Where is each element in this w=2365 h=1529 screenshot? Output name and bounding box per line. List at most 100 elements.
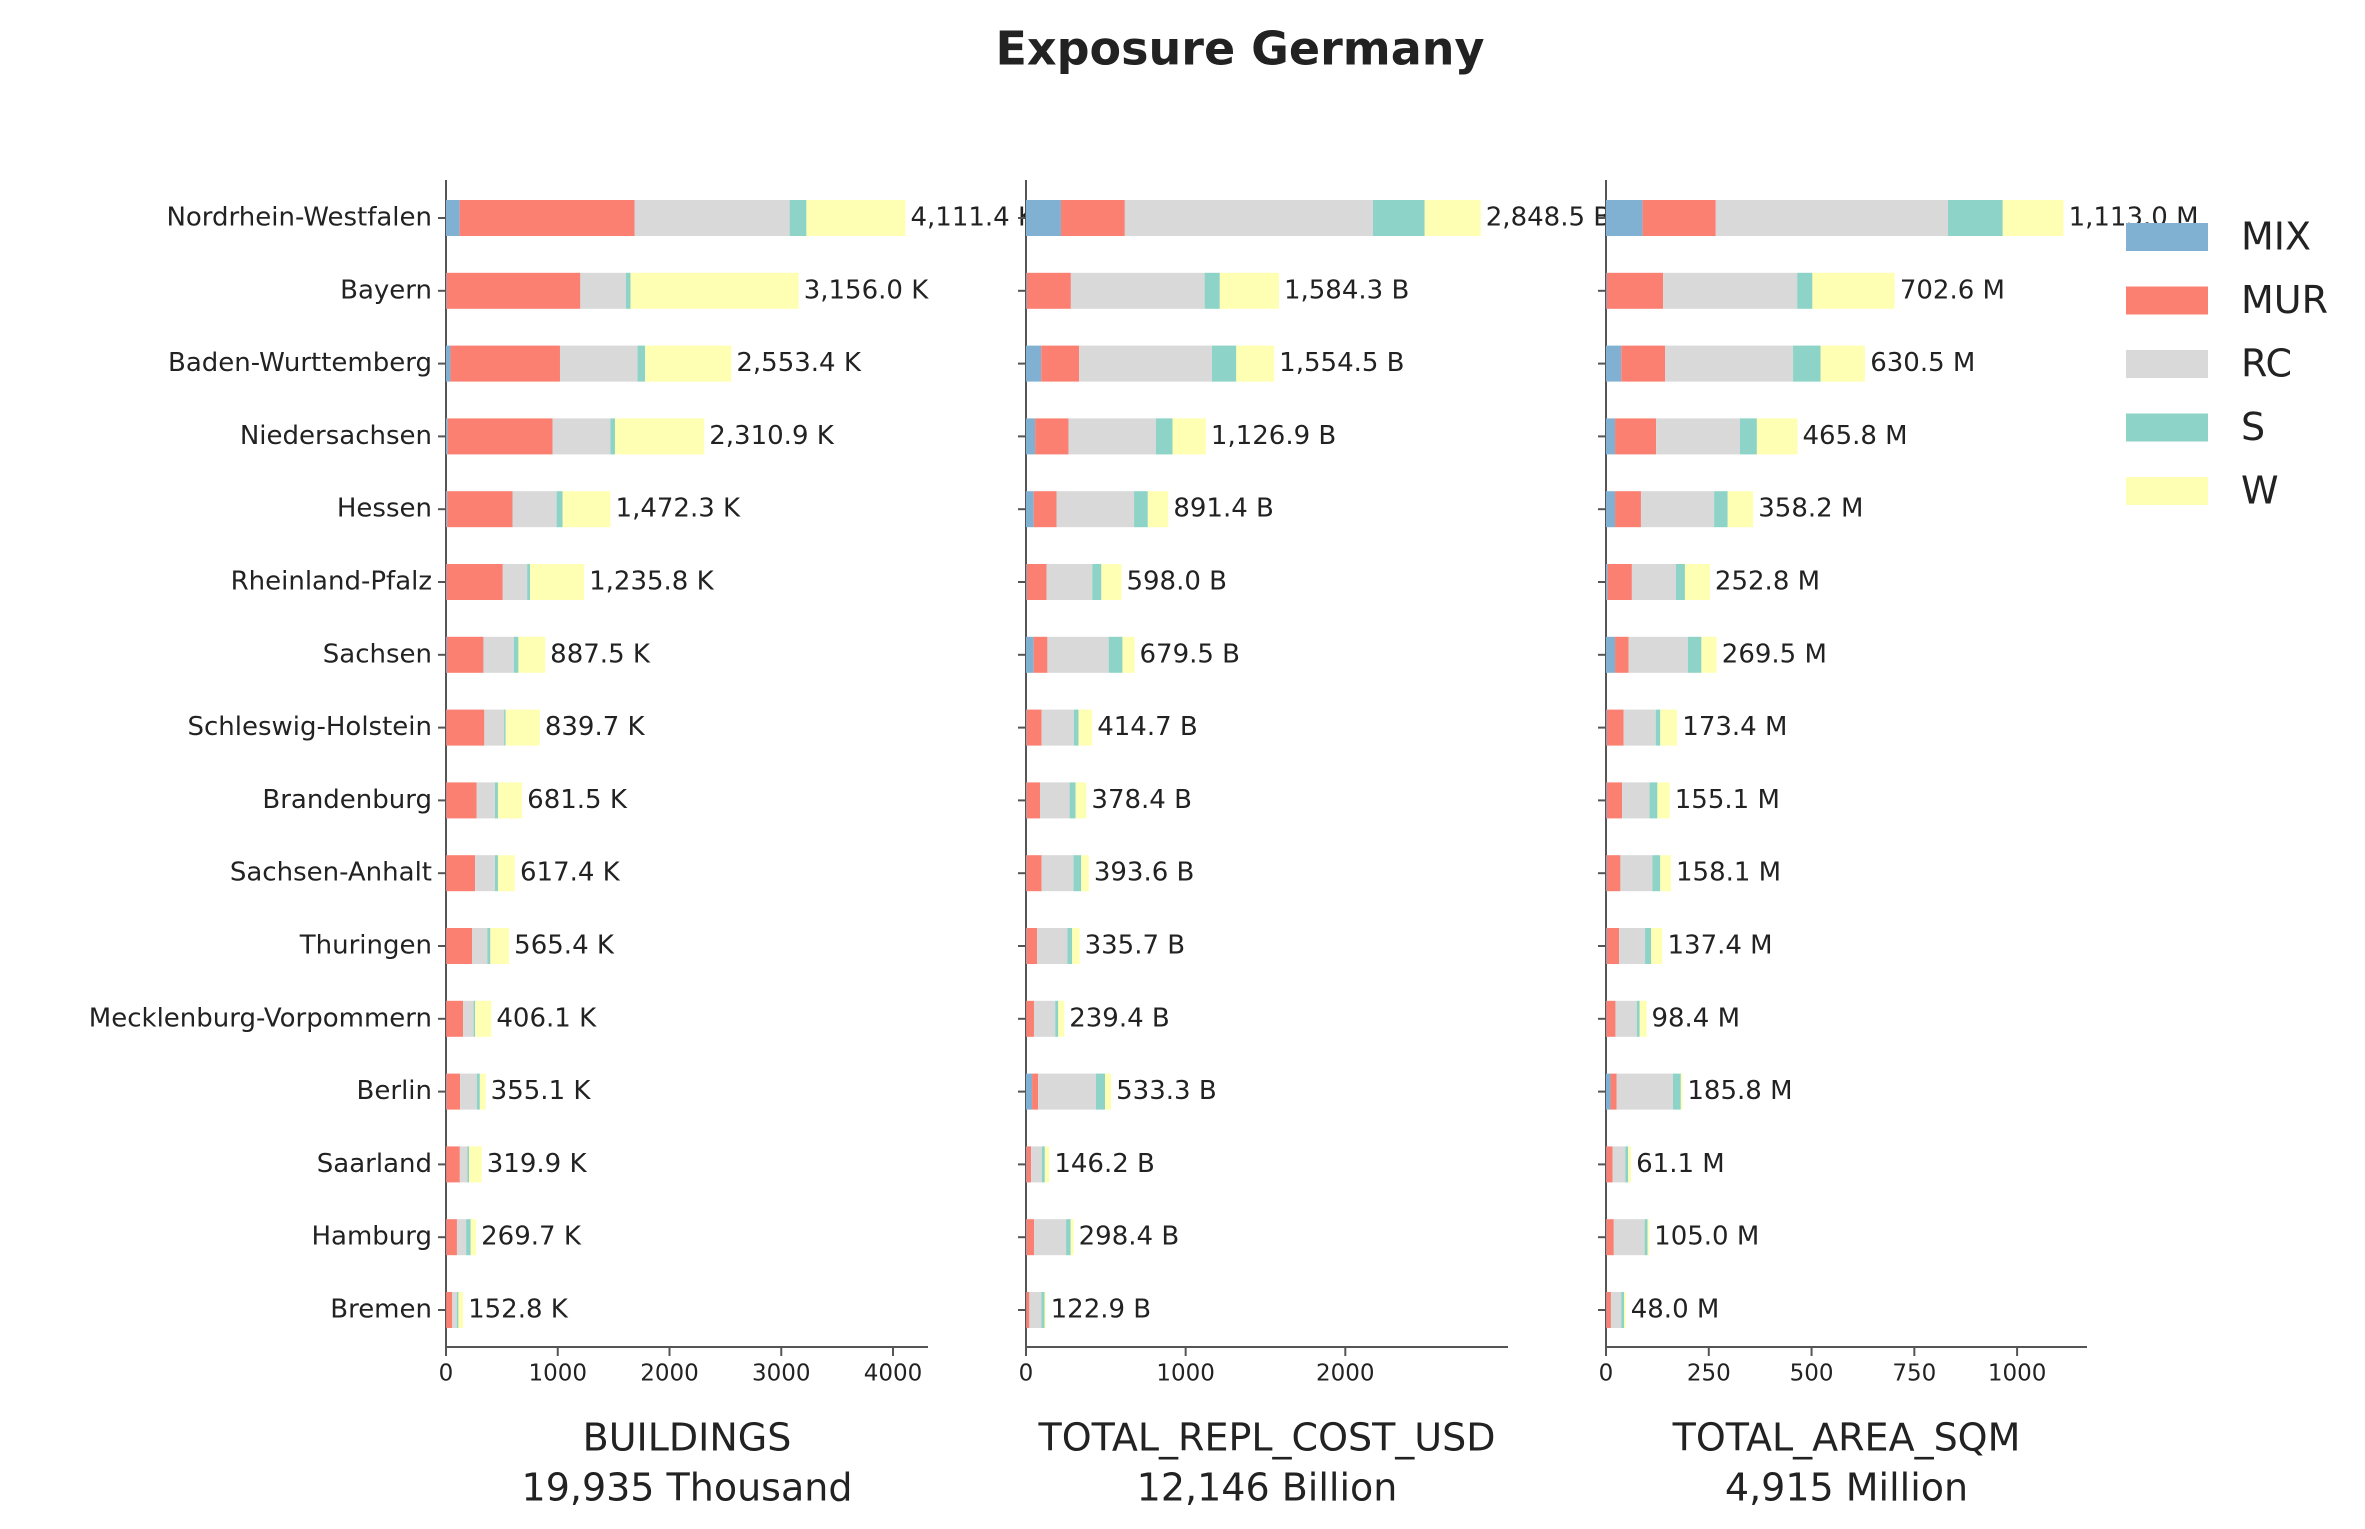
bar-segment [446, 855, 476, 892]
bar-segment [1031, 1146, 1042, 1183]
bar-segment [1715, 200, 1949, 236]
bar-segment [1610, 1292, 1622, 1328]
value-label: 122.9 B [1051, 1295, 1152, 1325]
bar-segment [1047, 636, 1109, 673]
bar-segment [446, 272, 581, 309]
bar-segment [1665, 345, 1794, 382]
bar-segment [1656, 418, 1741, 455]
bar-segment [1663, 272, 1798, 309]
bar-segment [1606, 272, 1607, 309]
bar-segment [789, 200, 807, 236]
bar-segment [1631, 564, 1676, 600]
bar-segment [1092, 564, 1102, 600]
bar-segment [1026, 272, 1071, 309]
bar-segment [446, 200, 460, 236]
bar-segment [1642, 200, 1716, 236]
bar-segment [1606, 855, 1607, 892]
bar-segment [1155, 418, 1173, 455]
bar-segment [1069, 782, 1076, 819]
bar-segment [1607, 564, 1632, 600]
bar-segment [1067, 928, 1073, 964]
bar-segment [1625, 1146, 1629, 1183]
bar-segment [1372, 200, 1425, 236]
bar-segment [1211, 345, 1237, 382]
bar-segment [1615, 418, 1657, 455]
bar-segment [502, 564, 528, 600]
bar-segment [1079, 345, 1212, 382]
bar-segment [1105, 1073, 1112, 1110]
bar-segment [1101, 564, 1122, 600]
bar-segment [1812, 272, 1895, 309]
bar-segment [1172, 418, 1206, 455]
bar-segment [552, 418, 611, 455]
legend-swatch [2126, 350, 2208, 378]
value-label: 839.7 K [545, 712, 646, 742]
bar-segment [1651, 928, 1663, 964]
bar-segment [2002, 200, 2064, 236]
bar-segment [1040, 782, 1070, 819]
bar-segment [1026, 491, 1034, 528]
bar-segment [1628, 1146, 1632, 1183]
bar-segment [527, 564, 531, 600]
bar-segment [1606, 636, 1616, 673]
value-label: 414.7 B [1097, 712, 1198, 742]
bar-segment [1647, 1219, 1650, 1256]
value-label: 319.9 K [487, 1149, 588, 1179]
value-label: 393.6 B [1094, 858, 1195, 888]
y-tick-label: Berlin [357, 1076, 432, 1106]
bar-segment [1122, 636, 1135, 673]
bar-segment [1675, 564, 1685, 600]
bar-segment [559, 345, 638, 382]
bar-segment [1066, 1219, 1071, 1256]
y-tick-label: Nordrhein-Westfalen [166, 203, 432, 233]
value-label: 406.1 K [496, 1003, 597, 1033]
bar-segment [446, 636, 484, 673]
value-label: 4,111.4 K [910, 203, 1036, 233]
bar-segment [1073, 709, 1079, 746]
x-tick-label: 250 [1687, 1361, 1731, 1387]
bar-segment [1615, 491, 1641, 528]
bar-segment [1606, 1219, 1614, 1256]
value-label: 61.1 M [1636, 1149, 1725, 1179]
bar-segment [505, 709, 540, 746]
value-label: 252.8 M [1715, 567, 1820, 597]
value-label: 239.4 B [1069, 1003, 1170, 1033]
bar-segment [1606, 928, 1607, 964]
value-label: 1,584.3 B [1284, 275, 1409, 305]
y-tick-label: Mecklenburg-Vorpommern [89, 1003, 432, 1033]
bar-segment [513, 636, 519, 673]
bar-segment [1606, 782, 1623, 819]
bar-segment [446, 345, 451, 382]
bar-segment [1606, 418, 1616, 455]
bar-segment [614, 418, 705, 455]
value-label: 173.4 M [1682, 712, 1787, 742]
bar-segment [512, 491, 557, 528]
bar-segment [1621, 345, 1666, 382]
value-label: 378.4 B [1091, 785, 1192, 815]
value-label: 617.4 K [520, 858, 621, 888]
bar-segment [446, 491, 448, 528]
bar-segment [446, 709, 485, 746]
value-label: 1,235.8 K [589, 567, 715, 597]
bar-segment [1026, 200, 1061, 236]
bar-segment [1055, 1000, 1059, 1037]
bar-segment [1714, 491, 1728, 528]
bar-segment [452, 1292, 457, 1328]
bar-segment [446, 564, 503, 600]
bar-segment [1026, 782, 1041, 819]
legend-label: MUR [2241, 278, 2328, 322]
bar-segment [1657, 782, 1670, 819]
bar-segment [1026, 636, 1034, 673]
x-tick-label: 500 [1790, 1361, 1834, 1387]
bar-segment [1026, 855, 1042, 892]
y-tick-label: Thuringen [299, 931, 432, 961]
bar-segment [1033, 636, 1048, 673]
bar-segment [1615, 636, 1629, 673]
x-axis-subtitle: 4,915 Million [1725, 1466, 1968, 1510]
bar-segment [456, 1219, 467, 1256]
value-label: 630.5 M [1870, 348, 1975, 378]
bar-segment [1070, 272, 1205, 309]
value-label: 137.4 M [1667, 931, 1772, 961]
bar-segment [446, 1219, 457, 1256]
value-label: 465.8 M [1802, 421, 1907, 451]
